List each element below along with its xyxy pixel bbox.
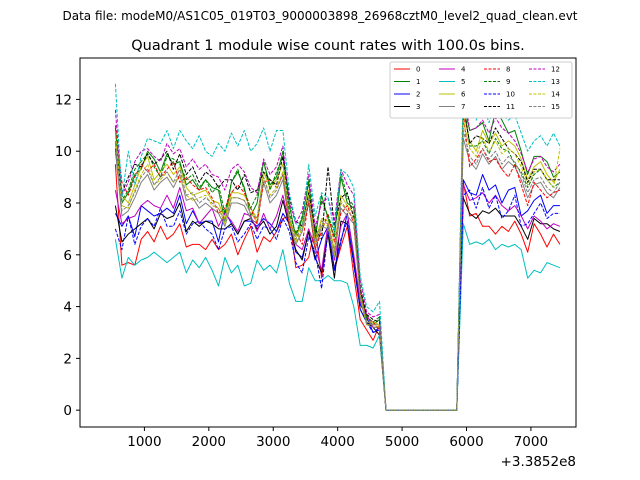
y-tick-label-8: 8: [63, 196, 72, 212]
legend-label-8: 8: [506, 66, 510, 74]
series-layer: [114, 80, 561, 411]
series-line-1: [114, 101, 561, 411]
x-axis: 1000 2000 3000 4000 5000 6000 7000: [127, 427, 548, 450]
legend-label-7: 7: [461, 103, 465, 111]
chart-title: Quadrant 1 module wise count rates with …: [131, 38, 525, 54]
x-tick-label-7000: 7000: [514, 434, 548, 450]
legend-label-10: 10: [506, 91, 515, 99]
y-tick-label-12: 12: [55, 92, 72, 108]
y-tick-label-6: 6: [63, 248, 72, 264]
series-line-15: [114, 130, 561, 411]
y-axis: 0 2 4 6 8 10 12: [55, 92, 80, 419]
legend-label-14: 14: [551, 91, 560, 99]
series-line-5: [114, 223, 561, 411]
x-tick-label-6000: 6000: [449, 434, 483, 450]
legend-label-15: 15: [551, 103, 560, 111]
legend-label-4: 4: [461, 66, 466, 74]
legend-label-0: 0: [416, 66, 420, 74]
legend-label-6: 6: [461, 91, 466, 99]
series-line-3: [114, 197, 561, 411]
x-tick-label-3000: 3000: [256, 434, 290, 450]
x-offset-label: +3.3852e8: [501, 454, 576, 470]
legend-label-2: 2: [416, 91, 420, 99]
series-line-0: [114, 164, 561, 411]
x-tick-label-5000: 5000: [385, 434, 419, 450]
series-line-9: [114, 98, 561, 411]
figure-suptitle: Data file: modeM0/AS1C05_019T03_90000038…: [62, 9, 577, 23]
series-line-10: [114, 187, 560, 411]
x-tick-label-2000: 2000: [192, 434, 226, 450]
legend-label-12: 12: [551, 66, 560, 74]
y-tick-label-0: 0: [63, 403, 72, 419]
y-tick-label-2: 2: [63, 351, 72, 367]
legend-label-3: 3: [416, 103, 420, 111]
legend-label-13: 13: [551, 78, 560, 86]
series-line-12: [114, 86, 561, 411]
series-line-4: [114, 184, 561, 411]
x-tick-label-4000: 4000: [320, 434, 354, 450]
y-tick-label-10: 10: [55, 144, 72, 160]
legend-label-9: 9: [506, 78, 510, 86]
series-line-7: [114, 137, 561, 411]
series-line-6: [114, 111, 561, 411]
series-line-2: [114, 174, 560, 411]
legend-label-1: 1: [416, 78, 420, 86]
plot-frame: [79, 57, 577, 428]
x-tick-label-1000: 1000: [127, 434, 161, 450]
y-tick-label-4: 4: [63, 300, 72, 316]
series-line-11: [114, 104, 560, 411]
legend-label-5: 5: [461, 78, 465, 86]
legend-label-11: 11: [506, 103, 515, 111]
legend-frame: [389, 61, 573, 119]
